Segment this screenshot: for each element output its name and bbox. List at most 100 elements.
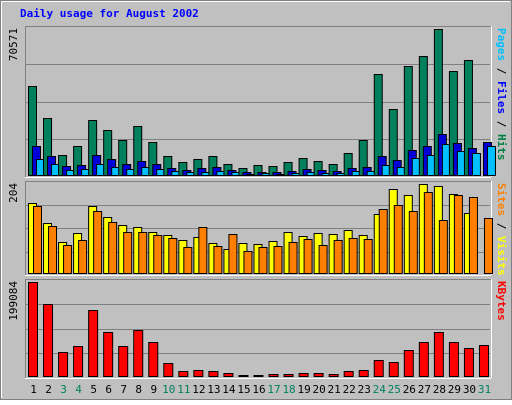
bar-kbytes-kbytes-day-29	[448, 342, 459, 377]
bar-visits-sites-day-8	[138, 232, 148, 274]
legend-entry-sites: Sites	[495, 183, 508, 216]
bar-kbytes-kbytes-day-14	[223, 373, 234, 377]
bar-visits-sites-day-7	[123, 232, 133, 274]
bar-visits-sites-day-28	[438, 220, 448, 274]
bar-visits-sites-day-5	[93, 211, 103, 274]
panel-kbytes-ymax-label: 199084	[7, 281, 20, 321]
x-tick-label: 14	[222, 383, 236, 396]
bar-kbytes-kbytes-day-4	[73, 346, 84, 377]
bar-kbytes-kbytes-day-3	[58, 352, 69, 377]
bar-kbytes-kbytes-day-10	[163, 363, 174, 377]
x-tick-label: 10	[162, 383, 175, 396]
bar-kbytes-kbytes-day-5	[88, 310, 99, 377]
x-tick-label: 16	[252, 383, 265, 396]
bar-kbytes-kbytes-day-7	[118, 346, 129, 377]
chart-title: Daily usage for August 2002	[20, 7, 199, 20]
bar-kbytes-kbytes-day-27	[418, 342, 429, 377]
bar-visits-sites-day-19	[303, 239, 313, 274]
x-tick-label: 28	[433, 383, 446, 396]
bar-kbytes-kbytes-day-8	[133, 330, 144, 377]
bar-hits-pages-day-31	[486, 146, 496, 176]
panel-kbytes: 199084 KBytes	[7, 279, 508, 379]
bar-visits-sites-day-17	[273, 246, 283, 274]
bar-kbytes-kbytes-day-25	[388, 362, 399, 377]
legend-entry-hits: Hits	[495, 134, 508, 161]
legend-entry-pages: Pages	[495, 28, 508, 61]
bar-kbytes-kbytes-day-26	[403, 350, 414, 377]
bar-kbytes-kbytes-day-15	[238, 375, 249, 377]
bar-visits-sites-day-22	[348, 238, 358, 274]
legend-separator: /	[495, 216, 508, 236]
bar-kbytes-kbytes-day-20	[313, 373, 324, 377]
bar-kbytes-kbytes-day-23	[358, 370, 369, 377]
x-tick-label: 12	[192, 383, 205, 396]
panel-hits: 70571 Pages / Files / Hits	[7, 26, 508, 178]
bar-visits-sites-day-31	[483, 218, 493, 274]
x-tick-label: 2	[45, 383, 52, 396]
bar-kbytes-kbytes-day-12	[193, 370, 204, 377]
bar-visits-sites-day-29	[453, 195, 463, 274]
x-tick-label: 20	[313, 383, 326, 396]
bar-kbytes-kbytes-day-13	[208, 371, 219, 377]
x-tick-label: 1	[30, 383, 37, 396]
bar-visits-sites-day-10	[168, 238, 178, 274]
bar-kbytes-kbytes-day-21	[328, 374, 339, 377]
panel-hits-ymax-label: 70571	[7, 28, 20, 61]
bar-kbytes-kbytes-day-11	[178, 371, 189, 377]
bar-visits-sites-day-24	[378, 209, 388, 274]
x-tick-label: 26	[403, 383, 416, 396]
bar-kbytes-kbytes-day-16	[253, 375, 264, 377]
bar-visits-sites-day-11	[183, 247, 193, 274]
panel-hits-legend: Pages / Files / Hits	[495, 28, 508, 161]
bar-visits-sites-day-25	[393, 205, 403, 274]
x-tick-label: 23	[358, 383, 371, 396]
bar-visits-sites-day-14	[228, 234, 238, 274]
panel-visits: 204 Sites / Visits	[7, 181, 508, 276]
panel-visits-ymax-label: 204	[7, 183, 20, 203]
x-tick-label: 18	[282, 383, 295, 396]
bar-visits-sites-day-23	[363, 239, 373, 274]
x-tick-label: 19	[297, 383, 310, 396]
bar-kbytes-kbytes-day-24	[373, 360, 384, 377]
bar-visits-sites-day-15	[243, 251, 253, 274]
x-axis-day-labels: 1 2 3 4 5 6 7 8 9 10 11 12 13 14 15 16 17 18 19 20 21 22 23 24 2…	[30, 383, 491, 396]
x-tick-label: 11	[177, 383, 190, 396]
legend-entry-files: Files	[495, 81, 508, 114]
bar-visits-sites-day-6	[108, 222, 118, 274]
x-tick-label: 29	[448, 383, 461, 396]
bar-visits-sites-day-12	[198, 227, 208, 274]
bar-visits-sites-day-20	[318, 245, 328, 274]
x-tick-label: 22	[343, 383, 356, 396]
bar-visits-sites-day-16	[258, 247, 268, 274]
panel-kbytes-legend: KBytes	[495, 281, 508, 321]
x-tick-label: 25	[388, 383, 401, 396]
bar-visits-sites-day-30	[468, 197, 478, 274]
bar-kbytes-kbytes-day-9	[148, 342, 159, 377]
x-tick-label: 24	[373, 383, 387, 396]
bar-kbytes-kbytes-day-1	[28, 282, 38, 377]
legend-separator: /	[495, 61, 508, 81]
bar-visits-sites-day-9	[153, 235, 163, 274]
x-tick-label: 7	[120, 383, 127, 396]
panel-visits-legend: Sites / Visits	[495, 183, 508, 276]
panels-layer: 70571 Pages / Files / Hits 204 Sites / Visi…	[7, 26, 508, 379]
x-tick-label: 15	[237, 383, 250, 396]
x-tick-label: 27	[418, 383, 431, 396]
bar-visits-sites-day-21	[333, 240, 343, 274]
bar-kbytes-kbytes-day-22	[343, 371, 354, 377]
bar-visits-sites-day-18	[288, 242, 298, 274]
x-tick-label: 21	[328, 383, 341, 396]
bar-visits-sites-day-2	[48, 226, 58, 274]
bar-kbytes-kbytes-day-31	[478, 345, 489, 377]
x-tick-label: 8	[135, 383, 142, 396]
bar-kbytes-kbytes-day-18	[283, 374, 294, 377]
bar-kbytes-kbytes-day-30	[463, 348, 474, 377]
x-tick-label: 3	[60, 383, 67, 396]
x-tick-label: 17	[267, 383, 280, 396]
bar-visits-sites-day-27	[423, 192, 433, 274]
x-tick-label: 30	[463, 383, 476, 396]
bar-kbytes-kbytes-day-28	[433, 332, 444, 377]
bar-kbytes-kbytes-day-19	[298, 373, 309, 377]
x-tick-label: 6	[105, 383, 112, 396]
